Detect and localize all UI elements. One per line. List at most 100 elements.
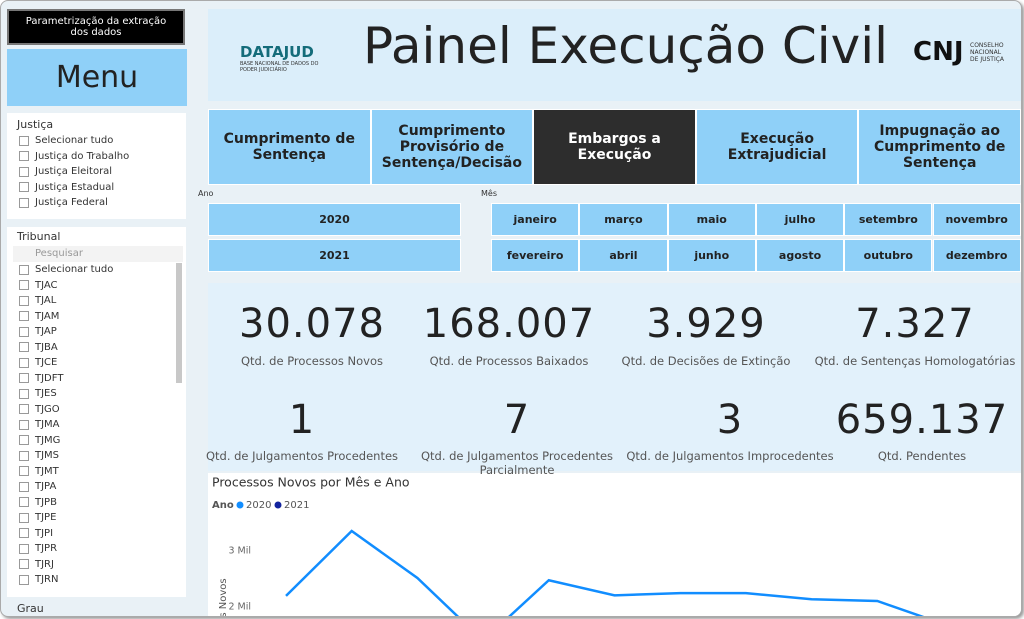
slicer-item[interactable]: TJPB bbox=[19, 497, 57, 508]
tab[interactable]: Cumprimento de Sentença bbox=[208, 109, 371, 185]
checkbox[interactable] bbox=[19, 197, 29, 208]
slicer-item[interactable]: TJAL bbox=[19, 295, 56, 306]
slicer-item[interactable]: TJPI bbox=[19, 528, 53, 539]
slicer-item[interactable]: TJRJ bbox=[19, 559, 54, 570]
slicer-item[interactable]: Justiça Federal bbox=[19, 197, 108, 208]
item-label: Selecionar tudo bbox=[35, 264, 114, 275]
item-label: Justiça Federal bbox=[35, 197, 108, 208]
kpi-label: Qtd. de Julgamentos Improcedentes bbox=[626, 449, 834, 463]
slicer-item[interactable]: Justiça Estadual bbox=[19, 182, 114, 193]
checkbox[interactable] bbox=[19, 466, 29, 476]
year-option[interactable]: 2020 bbox=[208, 203, 461, 236]
slicer-item[interactable]: TJDFT bbox=[19, 373, 63, 384]
checkbox[interactable] bbox=[19, 450, 29, 461]
slicer-item[interactable]: Justiça do Trabalho bbox=[19, 151, 129, 162]
slicer-item[interactable]: TJAM bbox=[19, 311, 59, 322]
scrollbar[interactable] bbox=[176, 263, 182, 383]
checkbox[interactable] bbox=[19, 574, 29, 585]
kpi-label: Qtd. de Processos Novos bbox=[241, 354, 383, 368]
checkbox[interactable] bbox=[19, 182, 29, 192]
checkbox[interactable] bbox=[19, 342, 29, 352]
kpi-value: 3.929 bbox=[646, 301, 766, 347]
month-option[interactable]: abril bbox=[579, 239, 668, 272]
checkbox[interactable] bbox=[19, 357, 29, 368]
kpi-label: Qtd. de Sentenças Homologatórias bbox=[814, 354, 1016, 368]
checkbox[interactable] bbox=[19, 404, 29, 414]
checkbox[interactable] bbox=[19, 512, 29, 523]
slicer-item[interactable]: TJBA bbox=[19, 342, 58, 353]
checkbox[interactable] bbox=[19, 135, 29, 146]
checkbox[interactable] bbox=[19, 373, 29, 383]
tab[interactable]: Embargos a Execução bbox=[533, 109, 696, 185]
month-option[interactable]: outubro bbox=[844, 239, 933, 272]
month-option[interactable]: maio bbox=[667, 203, 756, 236]
item-label: TJPI bbox=[35, 527, 54, 539]
slicer-item[interactable]: TJPE bbox=[19, 512, 56, 523]
month-option[interactable]: junho bbox=[667, 239, 756, 272]
slicer-item[interactable]: Selecionar tudo bbox=[19, 264, 113, 275]
slicer-item[interactable]: TJRN bbox=[19, 574, 59, 585]
checkbox[interactable] bbox=[19, 435, 29, 445]
header: DATAJUD BASE NACIONAL DE DADOS DO PODER … bbox=[208, 9, 1021, 101]
month-option[interactable]: setembro bbox=[844, 203, 933, 236]
slicer-item[interactable]: TJMA bbox=[19, 419, 60, 430]
item-label: TJPE bbox=[35, 512, 57, 523]
slicer-item[interactable]: Selecionar tudo bbox=[19, 135, 113, 146]
checkbox[interactable] bbox=[19, 497, 29, 507]
kpi-value: 30.078 bbox=[239, 301, 385, 347]
item-label: TJDFT bbox=[35, 372, 64, 384]
checkbox[interactable] bbox=[19, 326, 29, 337]
month-option[interactable]: novembro bbox=[932, 203, 1021, 236]
month-option[interactable]: março bbox=[579, 203, 668, 236]
slicer-item[interactable]: TJMS bbox=[19, 450, 59, 461]
item-label: TJMS bbox=[35, 450, 60, 461]
month-option[interactable]: agosto bbox=[755, 239, 845, 272]
slicer-item[interactable]: TJAC bbox=[19, 280, 58, 291]
tab[interactable]: Execução Extrajudicial bbox=[695, 109, 859, 185]
slicer-item[interactable]: TJMG bbox=[19, 435, 60, 446]
checkbox[interactable] bbox=[19, 295, 29, 306]
slicer-item[interactable]: TJGO bbox=[19, 404, 60, 415]
checkbox[interactable] bbox=[19, 559, 29, 569]
slicer-item[interactable]: Justiça Eleitoral bbox=[19, 166, 112, 177]
slicer-item[interactable]: TJCE bbox=[19, 357, 57, 368]
tab[interactable]: Cumprimento Provisório de Sentença/Decis… bbox=[370, 109, 534, 185]
slicer-item[interactable]: TJAP bbox=[19, 326, 57, 337]
slicer-title: Mês bbox=[481, 189, 497, 198]
checkbox[interactable] bbox=[19, 419, 29, 430]
y-axis-label: s Novos bbox=[218, 578, 229, 617]
checkbox[interactable] bbox=[19, 151, 29, 161]
checkbox[interactable] bbox=[19, 311, 29, 321]
month-option[interactable]: dezembro bbox=[932, 239, 1021, 272]
item-label: TJCE bbox=[35, 357, 58, 368]
search-box[interactable]: Pesquisar bbox=[13, 246, 183, 262]
tab[interactable]: Impugnação ao Cumprimento de Sentença bbox=[858, 109, 1021, 185]
month-option[interactable]: fevereiro bbox=[491, 239, 580, 272]
cnj-logo: CNJ bbox=[913, 37, 964, 67]
slicer-item[interactable]: TJES bbox=[19, 388, 57, 399]
legend-marker bbox=[274, 501, 282, 509]
menu-button[interactable]: Menu bbox=[7, 49, 187, 106]
item-label: TJES bbox=[35, 388, 57, 399]
slicer-item[interactable]: TJPR bbox=[19, 543, 57, 554]
checkbox[interactable] bbox=[19, 481, 29, 492]
item-label: TJPR bbox=[35, 543, 58, 554]
param-button[interactable]: Parametrização da extração dos dados bbox=[7, 9, 185, 45]
slicer-item[interactable]: TJPA bbox=[19, 481, 56, 492]
checkbox[interactable] bbox=[19, 166, 29, 177]
year-option[interactable]: 2021 bbox=[208, 239, 461, 272]
checkbox[interactable] bbox=[19, 528, 29, 538]
checkbox[interactable] bbox=[19, 264, 29, 275]
item-label: Justiça Estadual bbox=[35, 181, 115, 193]
item-label: TJMA bbox=[35, 419, 60, 430]
month-option[interactable]: julho bbox=[755, 203, 845, 236]
item-label: TJMT bbox=[35, 465, 59, 477]
item-label: Justiça do Trabalho bbox=[35, 150, 130, 162]
kpi-value: 7.327 bbox=[855, 301, 975, 347]
slicer-item[interactable]: TJMT bbox=[19, 466, 59, 477]
checkbox[interactable] bbox=[19, 388, 29, 399]
checkbox[interactable] bbox=[19, 543, 29, 554]
checkbox[interactable] bbox=[19, 280, 29, 290]
month-option[interactable]: janeiro bbox=[491, 203, 580, 236]
